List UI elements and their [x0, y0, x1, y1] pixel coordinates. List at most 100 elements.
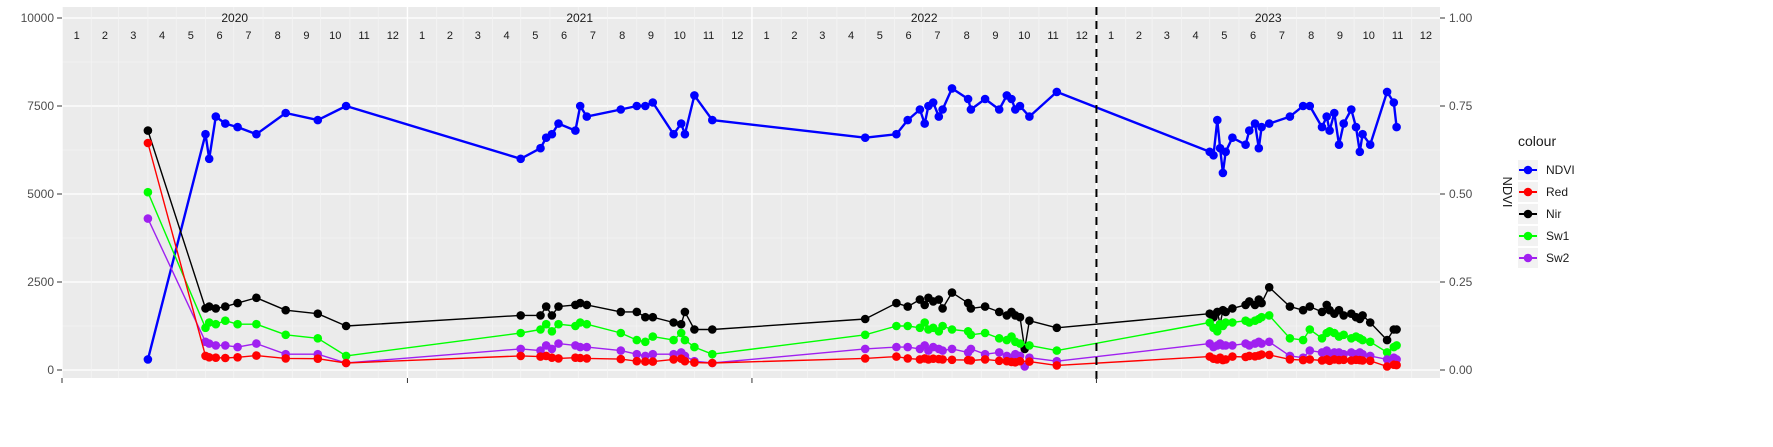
data-point-ndvi: [669, 129, 678, 139]
data-point-nir: [1305, 302, 1315, 311]
data-point-ndvi: [1257, 122, 1266, 132]
data-point-sw2: [903, 342, 912, 352]
year-label: 2023: [1255, 11, 1282, 25]
year-label: 2020: [221, 11, 248, 25]
data-point-ndvi: [928, 98, 938, 107]
data-point-sw2: [233, 342, 242, 352]
data-point-ndvi: [947, 84, 957, 93]
month-label: 6: [906, 30, 912, 42]
data-point-ndvi: [1365, 140, 1375, 149]
data-point-nir: [575, 298, 585, 308]
data-point-sw2: [221, 341, 230, 350]
month-label: 5: [188, 30, 194, 42]
data-point-ndvi: [1221, 147, 1230, 157]
month-label: 1: [74, 30, 80, 42]
bottom-axis: [61, 378, 1097, 383]
legend-key-point: [1523, 253, 1533, 263]
left-axis-tick-label: 0: [47, 363, 54, 377]
data-point-nir: [938, 304, 947, 313]
data-series: [143, 84, 1401, 371]
data-point-sw1: [1025, 341, 1034, 350]
data-point-nir: [1392, 325, 1401, 334]
series-red: [143, 138, 1401, 371]
month-label: 7: [245, 30, 251, 42]
data-point-sw2: [892, 342, 901, 352]
data-point-sw1: [204, 318, 214, 327]
month-label: 9: [1337, 30, 1343, 42]
data-point-sw2: [1264, 337, 1274, 347]
data-point-nir: [892, 298, 901, 308]
data-point-nir: [341, 321, 351, 331]
data-point-ndvi: [708, 115, 717, 125]
data-point-red: [313, 354, 323, 364]
data-point-sw1: [252, 319, 261, 329]
data-point-sw1: [1298, 335, 1308, 345]
data-point-sw2: [554, 339, 563, 348]
series-nir: [143, 126, 1401, 354]
data-point-ndvi: [536, 143, 545, 153]
data-point-sw1: [994, 334, 1004, 343]
data-point-sw1: [860, 330, 870, 340]
data-point-ndvi: [1392, 122, 1401, 132]
data-point-sw1: [341, 351, 351, 361]
data-point-red: [1228, 352, 1237, 361]
data-point-ndvi: [252, 129, 261, 139]
data-point-ndvi: [1241, 140, 1250, 149]
legend-title: colour: [1518, 133, 1556, 149]
right-axis-tick-label: 0.25: [1449, 275, 1473, 289]
month-label: 2: [791, 30, 797, 42]
data-point-ndvi: [892, 129, 901, 139]
data-point-sw1: [1285, 334, 1295, 343]
data-point-red: [892, 352, 901, 361]
data-point-ndvi: [676, 119, 686, 128]
data-point-nir: [676, 319, 686, 329]
data-point-red: [680, 356, 690, 366]
legend-item-red: Red: [1518, 182, 1568, 202]
data-point-nir: [669, 318, 678, 327]
month-label: 6: [217, 30, 223, 42]
data-point-sw2: [516, 344, 525, 354]
left-axis-tick-label: 7500: [27, 99, 54, 113]
data-point-sw1: [680, 335, 690, 345]
data-point-sw2: [582, 342, 592, 352]
data-point-red: [1221, 355, 1230, 364]
legend-item-sw1: Sw1: [1518, 226, 1570, 246]
left-axis-tick-label: 2500: [27, 275, 54, 289]
data-point-sw2: [204, 339, 214, 348]
data-point-sw1: [516, 328, 525, 338]
data-point-sw1: [1365, 337, 1375, 347]
data-point-nir: [1257, 298, 1266, 308]
data-point-sw1: [1264, 311, 1274, 320]
month-label: 5: [532, 30, 538, 42]
legend-label: Sw1: [1546, 229, 1570, 243]
year-label: 2022: [911, 11, 938, 25]
data-point-nir: [221, 302, 230, 311]
month-label: 12: [731, 30, 743, 42]
data-point-ndvi: [211, 112, 221, 121]
data-point-ndvi: [1254, 143, 1264, 153]
series-sw1: [143, 187, 1401, 361]
data-point-ndvi: [648, 98, 658, 107]
data-point-nir: [934, 295, 944, 304]
data-point-sw2: [994, 348, 1004, 357]
data-point-ndvi: [554, 119, 563, 128]
month-label: 8: [275, 30, 281, 42]
right-axis-tick-label: 0.75: [1449, 99, 1473, 113]
data-point-sw2: [947, 344, 957, 354]
data-point-sw2: [536, 346, 545, 355]
data-point-ndvi: [938, 105, 947, 114]
legend-label: Red: [1546, 185, 1568, 199]
data-point-nir: [233, 298, 242, 308]
data-point-ndvi: [1351, 122, 1361, 132]
data-point-nir: [582, 300, 592, 310]
month-label: 3: [1164, 30, 1170, 42]
month-label: 11: [1047, 30, 1058, 42]
data-point-ndvi: [1218, 168, 1228, 178]
data-point-red: [547, 353, 557, 363]
month-label: 9: [303, 30, 309, 42]
month-label: 8: [1308, 30, 1314, 42]
month-label: 7: [934, 30, 940, 42]
data-point-nir: [1052, 323, 1062, 333]
data-point-sw1: [903, 321, 912, 331]
